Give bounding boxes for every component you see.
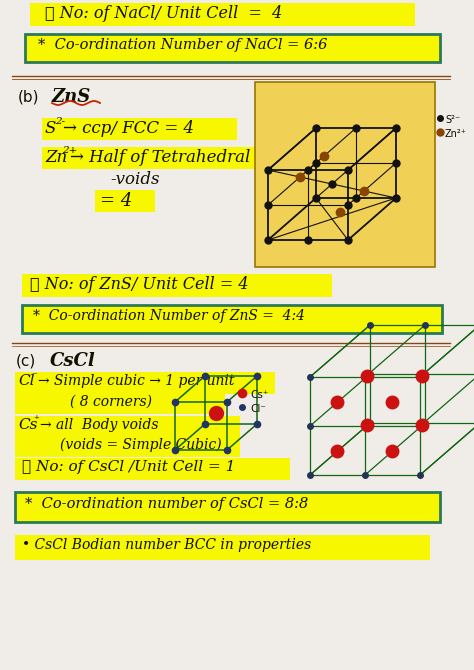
Text: Zn²⁺: Zn²⁺ [445, 129, 467, 139]
Bar [15, 394, 225, 414]
Text: (c): (c) [16, 354, 36, 369]
Text: Cl: Cl [18, 374, 35, 388]
Text: → Simple cubic → 1 per unit: → Simple cubic → 1 per unit [38, 374, 235, 388]
Text: Cl⁻: Cl⁻ [250, 404, 266, 414]
Text: ⁻: ⁻ [31, 371, 37, 381]
Text: → ccp/ FCC = 4: → ccp/ FCC = 4 [63, 120, 194, 137]
Text: ∴ No: of NaCl/ Unit Cell  =  4: ∴ No: of NaCl/ Unit Cell = 4 [45, 5, 282, 22]
Text: S²⁻: S²⁻ [445, 115, 460, 125]
Bar [15, 437, 240, 457]
Bar [25, 34, 440, 62]
Text: Cs⁺: Cs⁺ [250, 390, 268, 400]
Text: Cs: Cs [18, 418, 37, 432]
Text: Zn: Zn [45, 149, 67, 166]
Text: *  Co-ordination number of CsCl = 8:8: * Co-ordination number of CsCl = 8:8 [25, 497, 308, 511]
Text: *  Co-ordination Number of ZnS =  4:4: * Co-ordination Number of ZnS = 4:4 [33, 309, 305, 323]
Text: -voids: -voids [110, 171, 159, 188]
Text: CsCl: CsCl [50, 352, 96, 370]
Bar [15, 416, 240, 438]
Text: 2-: 2- [55, 117, 65, 126]
Text: ( 8 corners): ( 8 corners) [70, 395, 152, 409]
Bar [95, 190, 155, 212]
Text: *  Co-ordination Number of NaCl = 6:6: * Co-ordination Number of NaCl = 6:6 [38, 38, 328, 52]
Bar [42, 118, 237, 140]
Bar [255, 82, 435, 267]
Bar [22, 274, 332, 297]
Bar [22, 305, 442, 333]
Bar [30, 3, 415, 26]
Bar [15, 372, 275, 394]
Bar [15, 492, 440, 522]
Bar [15, 535, 430, 560]
Text: → Half of Tetrahedral: → Half of Tetrahedral [70, 149, 250, 166]
Text: (voids = Simple Cubic): (voids = Simple Cubic) [60, 438, 222, 452]
Text: ⁺: ⁺ [33, 415, 39, 425]
Text: → all  Body voids: → all Body voids [40, 418, 158, 432]
Text: (b): (b) [18, 90, 39, 105]
Text: S: S [45, 120, 56, 137]
Bar [15, 458, 290, 480]
Text: = 4: = 4 [100, 192, 132, 210]
Text: ∴ No: of ZnS/ Unit Cell = 4: ∴ No: of ZnS/ Unit Cell = 4 [30, 276, 248, 293]
Text: ZnS: ZnS [52, 88, 91, 106]
Bar [42, 147, 272, 169]
Text: ∴ No: of CsCl /Unit Cell = 1: ∴ No: of CsCl /Unit Cell = 1 [22, 460, 236, 474]
Text: • CsCl Bodian number BCC in properties: • CsCl Bodian number BCC in properties [22, 538, 311, 552]
Text: 2+: 2+ [62, 146, 77, 155]
